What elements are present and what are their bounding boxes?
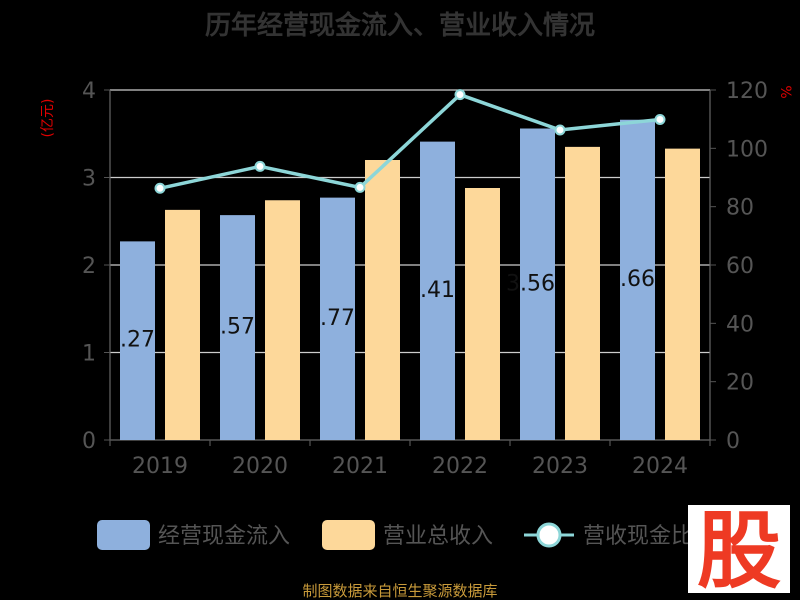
right-tick-label: 20 [726, 371, 754, 396]
source-note: 制图数据来自恒生聚源数据库 [302, 582, 497, 600]
ratio-line-point [454, 89, 466, 101]
left-tick-label: 0 [82, 429, 96, 454]
ratio-line-point [154, 182, 166, 194]
right-axis-ticks: 0 20 40 60 80 100 120 [726, 79, 768, 454]
bar-revenue [365, 160, 400, 440]
axes [104, 89, 716, 446]
right-tick-label: 100 [726, 137, 768, 162]
right-tick-label: 80 [726, 196, 754, 221]
bar-revenue [565, 146, 600, 440]
left-tick-label: 3 [82, 167, 96, 192]
bar-data-labels: .27 .57 .77 .41 3.56 .66 [120, 267, 655, 353]
x-tick-label: 2020 [232, 454, 288, 479]
x-tick-label: 2023 [532, 454, 588, 479]
legend-label-cash-inflow: 经营现金流入 [158, 524, 290, 549]
bar-cash-inflow [120, 241, 155, 440]
ratio-line-path [159, 92, 661, 191]
bar-data-label: .66 [620, 267, 655, 292]
left-tick-label: 2 [82, 254, 96, 279]
right-tick-label: 120 [726, 79, 768, 104]
left-tick-label: 1 [82, 342, 96, 367]
legend-swatch-revenue [322, 520, 375, 550]
ratio-line-point [354, 181, 366, 193]
x-tick-label: 2019 [132, 454, 188, 479]
ratio-line [154, 89, 666, 194]
right-axis-unit: % [777, 85, 793, 98]
legend-label-ratio: 营收现金比 [583, 524, 693, 549]
bar-revenue [665, 148, 700, 440]
bar-cash-inflow [420, 141, 455, 440]
ratio-line-point [654, 113, 666, 125]
bar-data-label: .77 [320, 306, 355, 331]
left-axis-unit: (亿元) [40, 99, 56, 138]
right-tick-label: 40 [726, 312, 754, 337]
bar-cash-inflow [620, 119, 655, 440]
bar-data-label: .41 [420, 278, 455, 303]
right-tick-label: 0 [726, 429, 740, 454]
logo: 股 [688, 502, 790, 600]
legend-swatch-ratio-marker [536, 522, 562, 548]
bar-revenue [265, 200, 300, 440]
bar-data-label: .57 [220, 315, 255, 340]
bar-data-label: 3.56 [506, 271, 555, 296]
legend-label-revenue: 营业总收入 [383, 524, 493, 549]
x-tick-label: 2022 [432, 454, 488, 479]
bar-cash-inflow [320, 197, 355, 440]
chart-title: 历年经营现金流入、营业收入情况 [205, 10, 595, 41]
bar-cash-inflow [520, 128, 555, 440]
logo-background [688, 505, 790, 593]
ratio-line-point [554, 124, 566, 136]
x-tick-label: 2024 [632, 454, 688, 479]
bar-data-label: .27 [120, 328, 155, 353]
x-axis-labels: 2019 2020 2021 2022 2023 2024 [132, 454, 688, 479]
right-tick-label: 60 [726, 254, 754, 279]
legend-swatch-cash-inflow [97, 520, 150, 550]
x-tick-label: 2021 [332, 454, 388, 479]
bar-cash-inflow [220, 215, 255, 440]
left-axis-ticks: 0 1 2 3 4 [82, 79, 96, 454]
logo-text: 股 [697, 502, 781, 600]
legend: 经营现金流入 营业总收入 营收现金比 [97, 520, 693, 550]
bar-revenue [465, 188, 500, 440]
bar-revenue [165, 209, 200, 440]
ratio-line-point [254, 160, 266, 172]
left-tick-label: 4 [82, 79, 96, 104]
bars [120, 119, 700, 440]
